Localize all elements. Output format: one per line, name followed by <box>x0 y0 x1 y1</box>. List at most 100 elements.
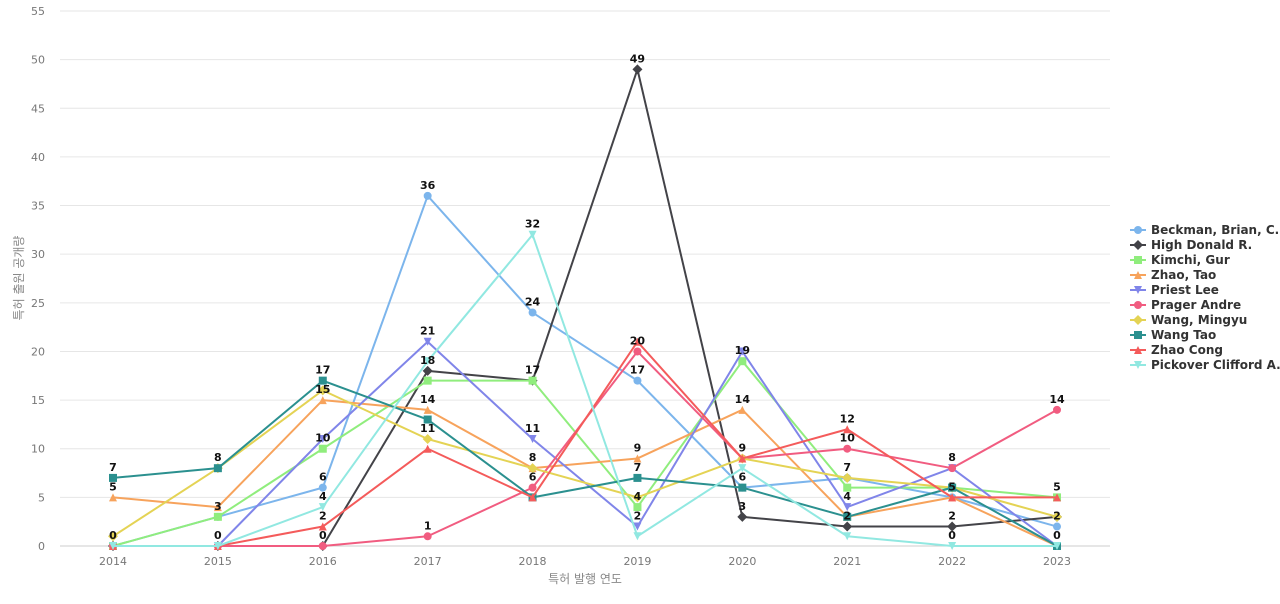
data-point <box>317 385 328 396</box>
data-label: 5 <box>109 480 117 493</box>
data-label: 2 <box>948 510 956 523</box>
legend-item[interactable]: Beckman, Brian, C. <box>1130 223 1279 237</box>
data-point <box>423 191 432 200</box>
legend-item[interactable]: Prager Andre <box>1130 298 1241 312</box>
y-tick-label: 50 <box>31 54 45 67</box>
data-label: 5 <box>1053 480 1061 493</box>
legend-item[interactable]: High Donald R. <box>1130 238 1252 252</box>
data-point <box>738 347 747 356</box>
legend-marker <box>1134 256 1142 264</box>
data-label: 0 <box>109 529 117 542</box>
data-point <box>423 337 432 346</box>
series-line <box>112 360 1058 547</box>
data-label: 11 <box>525 422 540 435</box>
data-point <box>948 483 957 492</box>
data-point <box>843 503 852 512</box>
series-line <box>112 399 1058 547</box>
x-axis-title: 특허 발행 연도 <box>548 571 622 586</box>
legend-item[interactable]: Wang, Mingyu <box>1130 313 1247 327</box>
legend-item[interactable]: Kimchi, Gur <box>1130 253 1230 267</box>
data-label: 10 <box>840 432 856 445</box>
data-point <box>632 64 643 75</box>
legend-marker <box>1133 315 1143 325</box>
data-point <box>213 512 222 521</box>
y-tick-label: 55 <box>31 5 45 18</box>
legend-label: Prager Andre <box>1151 298 1241 312</box>
data-point <box>423 532 432 541</box>
x-tick-label: 2020 <box>728 555 756 568</box>
data-label: 2 <box>634 510 642 523</box>
data-point <box>318 444 327 453</box>
data-label: 2 <box>843 510 851 523</box>
data-label: 20 <box>630 334 646 347</box>
legend-item[interactable]: Wang Tao <box>1130 328 1216 342</box>
y-axis-ticks: 0 5 10 15 20 25 30 35 40 45 50 55 <box>31 5 45 553</box>
y-tick-label: 30 <box>31 248 45 261</box>
data-point <box>842 521 853 532</box>
y-tick-label: 0 <box>38 540 45 553</box>
data-label: 9 <box>634 441 642 454</box>
data-point <box>948 464 957 473</box>
legend-label: Wang Tao <box>1151 328 1216 342</box>
data-label: 24 <box>525 296 541 309</box>
data-point <box>633 473 642 482</box>
data-point <box>318 522 327 531</box>
data-point <box>843 512 852 521</box>
x-tick-label: 2015 <box>204 555 232 568</box>
data-label: 2 <box>1053 510 1061 523</box>
data-point <box>318 396 327 405</box>
data-label: 18 <box>420 354 435 367</box>
data-point <box>422 365 433 376</box>
data-label: 5 <box>948 480 956 493</box>
series-line <box>112 379 1058 547</box>
data-point <box>108 531 118 542</box>
x-tick-label: 2023 <box>1043 555 1071 568</box>
legend-marker <box>1134 361 1142 369</box>
legend-marker <box>1134 301 1142 309</box>
y-axis-title: 특허 출원 공개량 <box>12 236 26 321</box>
y-tick-label: 35 <box>31 200 45 213</box>
legend-label: Kimchi, Gur <box>1151 253 1230 267</box>
y-tick-label: 5 <box>38 491 45 504</box>
x-tick-label: 2019 <box>623 555 651 568</box>
data-label: 1 <box>424 519 432 532</box>
data-point <box>737 511 748 522</box>
data-point <box>843 532 852 541</box>
data-point <box>633 454 642 463</box>
data-label: 7 <box>634 461 642 474</box>
data-label: 8 <box>529 451 537 464</box>
data-label: 10 <box>315 432 331 445</box>
data-label: 0 <box>948 529 956 542</box>
legend-item[interactable]: Zhao Cong <box>1130 343 1223 357</box>
data-point <box>633 532 642 541</box>
data-label: 17 <box>315 364 330 377</box>
data-label: 14 <box>735 393 751 406</box>
legend-marker <box>1133 240 1143 250</box>
y-tick-label: 45 <box>31 102 45 115</box>
data-point <box>528 435 537 443</box>
data-point <box>843 483 852 492</box>
series-line <box>112 389 1058 538</box>
data-label: 11 <box>420 422 435 435</box>
data-point <box>843 425 852 434</box>
data-label: 32 <box>525 218 540 231</box>
data-point <box>213 503 222 512</box>
series-9 <box>109 230 1061 550</box>
data-point <box>843 444 852 453</box>
data-point <box>528 376 537 385</box>
data-point <box>948 542 957 550</box>
data-point <box>528 493 537 502</box>
data-point <box>1053 522 1061 531</box>
data-point <box>422 434 433 444</box>
series-6 <box>108 385 1062 542</box>
data-label: 17 <box>630 364 645 377</box>
legend-item[interactable]: Zhao, Tao <box>1130 268 1216 282</box>
legend-item[interactable]: Priest Lee <box>1130 283 1219 297</box>
x-tick-label: 2016 <box>309 555 337 568</box>
data-point <box>632 492 643 503</box>
data-point <box>947 521 958 532</box>
legend-item[interactable]: Pickover Clifford A. <box>1130 358 1280 372</box>
series-1 <box>108 64 1062 551</box>
